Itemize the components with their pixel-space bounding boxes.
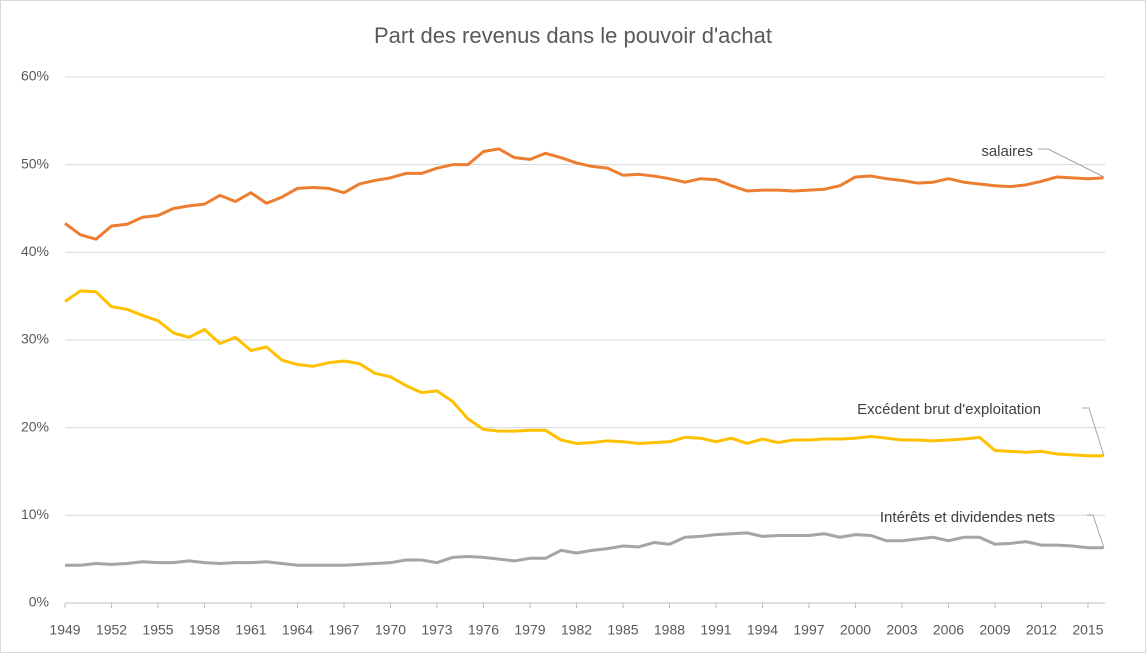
x-tick-label: 1970 (375, 622, 406, 638)
x-tick-label: 2009 (979, 622, 1010, 638)
x-tick-label: 1958 (189, 622, 220, 638)
x-tick-label: 1982 (561, 622, 592, 638)
y-tick-label: 20% (21, 418, 49, 434)
series-label: Excédent brut d'exploitation (857, 401, 1041, 418)
series-line (64, 147, 1104, 241)
x-tick-label: 1991 (700, 622, 731, 638)
x-tick-label: 2006 (933, 622, 964, 638)
y-tick-label: 60% (21, 68, 49, 84)
series-line (64, 289, 1104, 458)
y-tick-label: 0% (29, 594, 49, 610)
x-tick-label: 1964 (282, 622, 313, 638)
x-tick-label: 1973 (421, 622, 452, 638)
leader-line (1038, 148, 1105, 178)
x-tick-label: 2012 (1026, 622, 1057, 638)
x-tick-label: 1949 (49, 622, 80, 638)
x-tick-label: 1988 (654, 622, 685, 638)
chart-title: Part des revenus dans le pouvoir d'achat (374, 23, 772, 48)
y-tick-label: 50% (21, 155, 49, 171)
x-tick-label: 1997 (793, 622, 824, 638)
x-tick-label: 2003 (886, 622, 917, 638)
leader-line (1082, 407, 1105, 457)
x-tick-label: 2000 (840, 622, 871, 638)
x-tick-label: 1994 (747, 622, 778, 638)
x-tick-label: 1976 (468, 622, 499, 638)
y-tick-label: 10% (21, 506, 49, 522)
x-tick-label: 1985 (607, 622, 638, 638)
x-tick-label: 2015 (1072, 622, 1103, 638)
y-tick-label: 40% (21, 243, 49, 259)
x-tick-label: 1952 (96, 622, 127, 638)
x-tick-label: 1979 (514, 622, 545, 638)
x-tick-label: 1967 (328, 622, 359, 638)
series-label: Intérêts et dividendes nets (880, 509, 1055, 526)
y-tick-label: 30% (21, 331, 49, 347)
x-tick-label: 1961 (235, 622, 266, 638)
series-line (65, 531, 1104, 567)
leader-line (1087, 514, 1105, 549)
series-label: salaires (981, 143, 1033, 160)
x-tick-label: 1955 (142, 622, 173, 638)
